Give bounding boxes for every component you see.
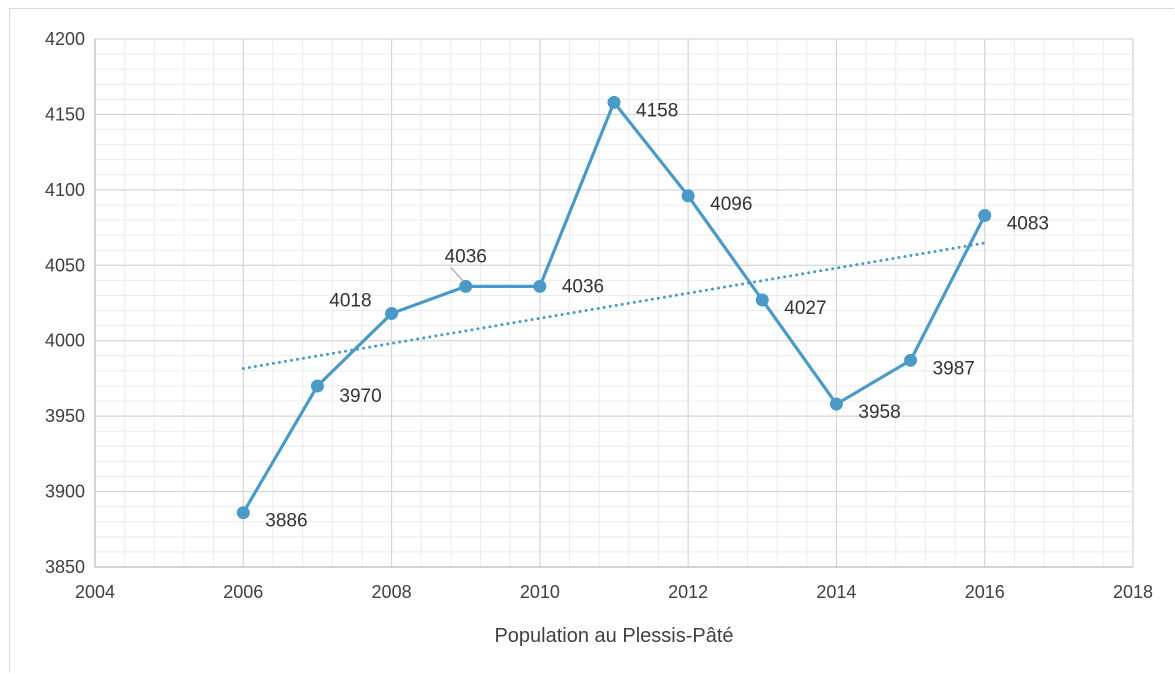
data-label: 3970 <box>339 386 381 407</box>
x-tick-label: 2010 <box>520 582 560 602</box>
y-tick-label: 3950 <box>45 406 85 426</box>
data-label: 3886 <box>265 511 307 532</box>
data-label-leader <box>450 266 464 281</box>
data-label: 3958 <box>858 402 900 423</box>
data-point-marker <box>385 307 399 321</box>
data-point-marker <box>459 279 473 293</box>
data-label: 4096 <box>710 194 752 215</box>
y-tick-label: 4200 <box>45 29 85 49</box>
x-tick-label: 2018 <box>1113 582 1153 602</box>
data-point-marker <box>310 379 324 393</box>
data-label: 4083 <box>1007 214 1049 235</box>
x-tick-label: 2004 <box>75 582 115 602</box>
x-tick-labels: 2004 2006 2008 2010 2012 2014 2016 2018 <box>75 582 1153 602</box>
data-label: 4018 <box>329 291 371 312</box>
major-grid <box>94 38 1134 568</box>
x-tick-label: 2008 <box>372 582 412 602</box>
data-labels: 3886 3970 4018 4036 4036 4158 4096 4027 3958 3987… <box>265 100 1049 531</box>
data-label: 4036 <box>445 246 487 267</box>
y-tick-label: 4050 <box>45 255 85 275</box>
data-label: 4036 <box>562 276 604 297</box>
y-tick-label: 4150 <box>45 104 85 124</box>
y-tick-label: 3900 <box>45 482 85 502</box>
axes <box>94 39 1133 568</box>
series-population <box>236 95 992 520</box>
y-tick-label: 4000 <box>45 331 85 351</box>
chart-frame <box>9 8 1174 673</box>
data-point-marker <box>681 189 695 203</box>
x-tick-label: 2012 <box>668 582 708 602</box>
x-tick-label: 2016 <box>965 582 1005 602</box>
y-tick-label: 4100 <box>45 180 85 200</box>
data-point-marker <box>829 397 843 411</box>
data-point-marker <box>236 506 250 520</box>
x-tick-label: 2006 <box>223 582 263 602</box>
data-label: 4027 <box>784 298 826 319</box>
data-point-marker <box>978 209 992 223</box>
x-axis-label: Population au Plessis-Pâté <box>494 625 733 647</box>
data-point-marker <box>755 293 769 307</box>
y-tick-labels: 3850 3900 3950 4000 4050 4100 4150 4200 <box>45 29 85 577</box>
minor-grid <box>95 39 1133 567</box>
y-tick-label: 3850 <box>45 557 85 577</box>
data-point-marker <box>904 353 918 367</box>
data-point-marker <box>533 279 547 293</box>
x-tick-label: 2014 <box>816 582 856 602</box>
data-label: 3987 <box>933 358 975 379</box>
data-point-marker <box>607 95 621 109</box>
data-label: 4158 <box>636 100 678 121</box>
